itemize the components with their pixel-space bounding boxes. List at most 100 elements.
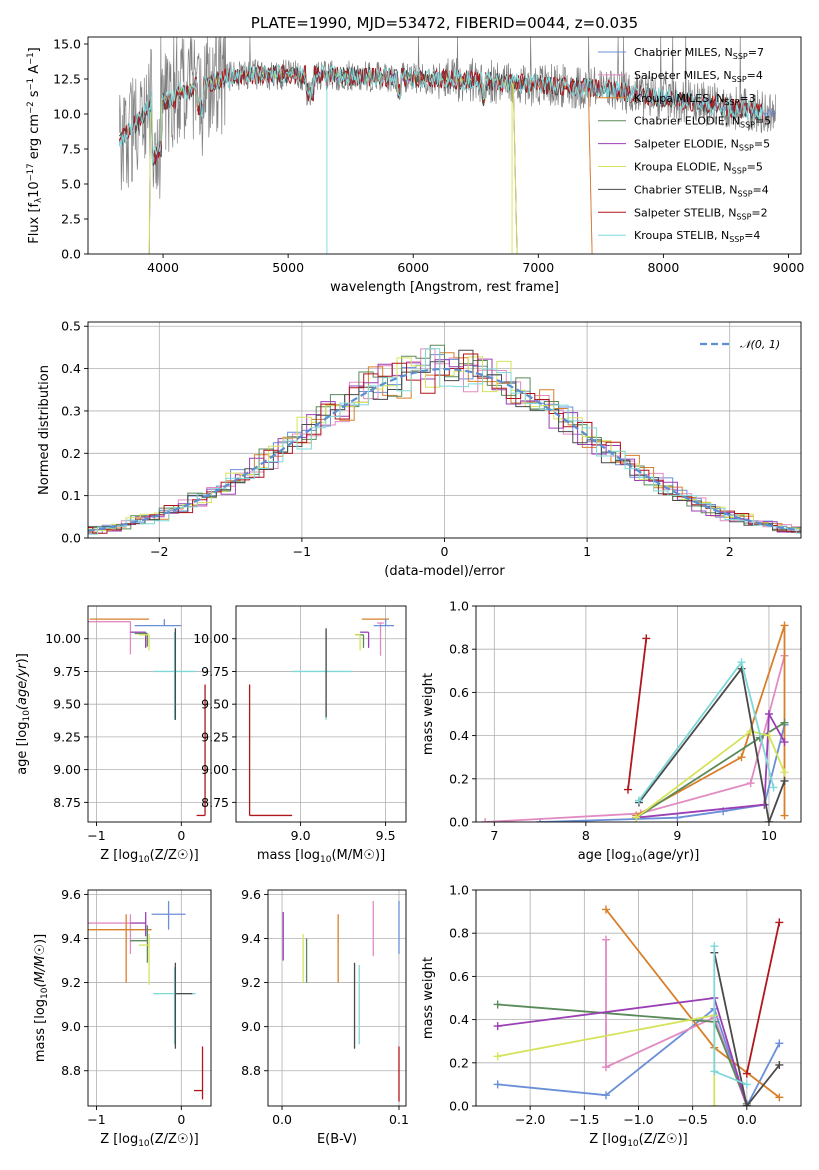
data-point (134, 619, 182, 627)
data-point (373, 619, 395, 627)
data-point (138, 934, 150, 985)
weight-marker (710, 1102, 719, 1106)
panel-residuals: −2 −1 0 1 2 0.0 0.1 0.2 0.3 0.4 0.5 (data-model)/er… (37, 319, 802, 579)
data-point (174, 962, 193, 1049)
weight-marker (493, 1022, 502, 1031)
y-axis-label: age [log10(age/yr)] (15, 653, 32, 775)
y-tick-label: 0.5 (61, 319, 81, 334)
data-point (360, 631, 370, 648)
weight-marker (481, 818, 490, 822)
data-point (88, 914, 152, 983)
y-tick-label: 9.25 (53, 729, 81, 744)
weight-marker (764, 818, 773, 822)
weight-marker (602, 935, 610, 944)
weight-line (627, 638, 648, 790)
weight-line (638, 666, 786, 822)
axes-frame (475, 605, 802, 823)
data-point (292, 632, 352, 720)
y-tick-label: 0.2 (449, 771, 469, 786)
weight-marker (764, 710, 773, 718)
legend: 𝒩(0, 1) (700, 338, 780, 351)
y-axis-label: Flux [fλ10−17 erg cm−2 s−1 A−1] (26, 47, 44, 243)
weight-marker (780, 768, 789, 777)
y-tick-label: 9.2 (241, 975, 261, 990)
x-tick-label: 0 (177, 1112, 185, 1127)
plot-area (476, 890, 801, 1106)
plot-area (236, 606, 406, 822)
y-tick-label: 9.6 (241, 887, 261, 902)
weight-marker (710, 1067, 719, 1076)
data-point (196, 684, 206, 817)
weight-marker (493, 1080, 502, 1089)
residual-histogram (88, 348, 801, 535)
legend-entry: 𝒩(0, 1) (740, 338, 780, 351)
data-point (130, 912, 147, 937)
weight-marker (775, 1060, 784, 1069)
weight-marker (780, 718, 789, 727)
y-tick-label: 0.8 (449, 642, 469, 657)
axes-frame (87, 36, 802, 255)
legend-entry: Kroupa ELODIE, NSSP=5 (634, 161, 763, 176)
weight-marker (764, 731, 773, 740)
y-tick-label: 10.0 (53, 107, 81, 122)
y-tick-label: 15.0 (53, 37, 81, 52)
x-tick-label: 8 (582, 828, 590, 843)
data-point (355, 634, 361, 651)
y-tick-label: 8.75 (53, 795, 81, 810)
y-tick-label: 10.00 (193, 631, 229, 646)
y-tick-label: 8.8 (61, 1063, 81, 1078)
weight-marker (602, 1063, 610, 1072)
weight-marker (775, 1039, 784, 1048)
x-axis-label: (data-model)/error (384, 564, 505, 579)
weight-marker (602, 1091, 610, 1100)
model-spectrum-line (118, 64, 764, 166)
y-tick-label: 0.0 (449, 1099, 469, 1114)
legend-entry: Chabrier STELIB, NSSP=4 (634, 183, 769, 198)
plot-area (88, 606, 211, 822)
legend-entry: Salpeter STELIB, NSSP=2 (634, 206, 768, 221)
axes-frame (235, 605, 407, 823)
axes-frame (87, 889, 212, 1107)
y-tick-label: 9.4 (61, 931, 81, 946)
x-tick-label: 9000 (773, 260, 805, 275)
y-tick-label: 1.0 (449, 599, 469, 614)
residual-histogram (88, 353, 801, 534)
y-tick-label: 9.75 (53, 664, 81, 679)
weight-marker (632, 813, 641, 822)
x-tick-label: −0.5 (677, 1112, 707, 1127)
x-axis-label: age [log10(age/yr)] (578, 848, 700, 865)
legend-entry: Chabrier MILES, NSSP=7 (634, 46, 764, 61)
legend-entry: Chabrier ELODIE, NSSP=5 (634, 115, 771, 130)
weight-marker (623, 785, 632, 794)
panel-weight_vs_age: 7 8 9 10 0.0 0.2 0.4 0.6 0.8 1.0 age [log10(age/yr… (421, 599, 802, 865)
weight-marker (775, 1093, 784, 1102)
data-point (138, 634, 150, 651)
weight-marker (602, 905, 610, 914)
y-axis-label: mass [log10(M/M☉)] (33, 934, 50, 1062)
y-tick-label: 0.4 (449, 728, 469, 743)
y-tick-label: 9.4 (241, 931, 261, 946)
y-tick-label: 8.8 (241, 1063, 261, 1078)
plot-area (476, 606, 801, 822)
x-tick-label: 8000 (647, 260, 679, 275)
weight-marker (493, 1000, 502, 1009)
weight-marker (493, 1052, 502, 1061)
y-tick-label: 2.5 (61, 212, 81, 227)
weight-line (485, 655, 786, 822)
y-tick-label: 9.0 (241, 1019, 261, 1034)
x-tick-label: 4000 (147, 260, 179, 275)
x-axis-label: Z [log10(Z/Z☉)] (100, 1132, 198, 1149)
weight-series (634, 658, 778, 805)
x-tick-label: 7 (490, 828, 498, 843)
y-tick-label: 0.8 (449, 926, 469, 941)
panel-weight_vs_Z: −2.0 −1.5 −1.0 −0.5 0.0 0.0 0.2 0.4 0.6 0.8 1.0 Z [… (421, 883, 802, 1149)
legend-entry: Salpeter MILES, NSSP=4 (634, 69, 763, 84)
y-tick-label: 12.5 (53, 72, 81, 87)
x-tick-label: 0.0 (737, 1112, 757, 1127)
data-point (151, 901, 186, 930)
y-tick-label: 8.75 (201, 795, 229, 810)
x-tick-label: −1 (293, 544, 311, 559)
y-tick-label: 0.3 (61, 403, 81, 418)
panel-mass_vs_Z: −1 0 8.8 9.0 9.2 9.4 9.6 Z [log10(Z/Z☉)] mass [l… (33, 887, 212, 1149)
